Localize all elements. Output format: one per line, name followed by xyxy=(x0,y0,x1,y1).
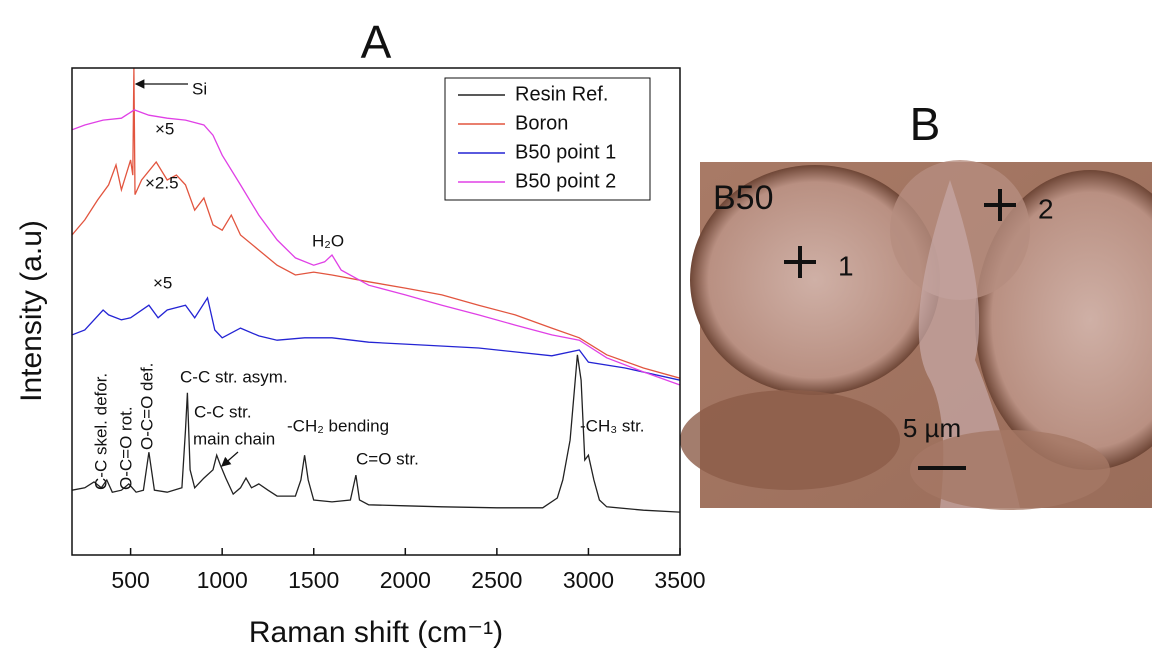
annotation: O-C=O def. xyxy=(137,363,156,450)
legend-label: Resin Ref. xyxy=(515,83,608,105)
scale-bar-label: 5 µm xyxy=(903,413,961,443)
legend-label: B50 point 2 xyxy=(515,170,616,192)
annotation: C-C str. asym. xyxy=(180,367,288,386)
annotation: -CH₃ str. xyxy=(580,416,645,435)
annotation: -CH₂ bending xyxy=(287,416,389,435)
micrograph xyxy=(680,160,1152,510)
x-tick-label: 1500 xyxy=(288,567,339,593)
series-line xyxy=(72,354,680,513)
chain-arrow xyxy=(221,451,239,467)
x-tick-label: 1000 xyxy=(197,567,248,593)
annotation: O-C=O rot. xyxy=(116,406,135,490)
point-cross xyxy=(984,189,1016,221)
annotation: C-C str. xyxy=(194,402,252,421)
x-tick-label: 2500 xyxy=(471,567,522,593)
legend-label: B50 point 1 xyxy=(515,141,616,163)
annotation: main chain xyxy=(193,429,275,448)
x-tick-label: 3000 xyxy=(563,567,614,593)
x-tick-label: 2000 xyxy=(380,567,431,593)
annotation: C-C skel. defor. xyxy=(91,373,110,490)
annotation: ×2.5 xyxy=(145,173,179,192)
series-line xyxy=(72,296,680,381)
point-cross xyxy=(784,246,816,278)
panel-label: B xyxy=(910,98,941,150)
annotation: ×5 xyxy=(155,119,174,138)
y-axis-label: Intensity (a.u) xyxy=(15,220,48,402)
series-line xyxy=(72,109,680,386)
legend-box xyxy=(444,77,651,201)
chart-title: A xyxy=(361,16,392,68)
point-label: 2 xyxy=(1038,193,1054,224)
series-line xyxy=(72,68,680,379)
x-tick-label: 500 xyxy=(111,567,149,593)
x-axis-label: Raman shift (cm⁻¹) xyxy=(249,616,503,649)
sample-label: B50 xyxy=(713,179,774,217)
point-label: 1 xyxy=(838,250,854,281)
annotation: ×5 xyxy=(153,273,172,292)
annotation: Si xyxy=(192,79,207,98)
annotation: C=O str. xyxy=(356,449,419,468)
x-tick-label: 3500 xyxy=(654,567,705,593)
plot-frame xyxy=(71,67,681,556)
annotation: H₂O xyxy=(312,231,344,250)
legend-label: Boron xyxy=(515,112,568,134)
